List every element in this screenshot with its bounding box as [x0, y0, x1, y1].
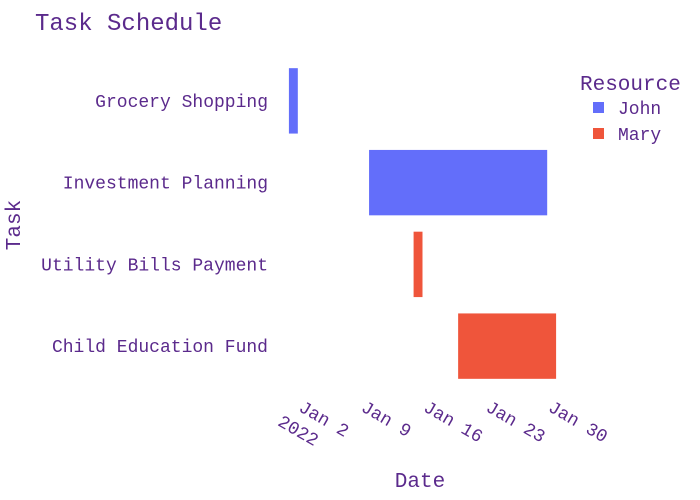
- x-tick-label: Jan 16: [420, 398, 486, 448]
- x-tick: Jan 16: [420, 398, 486, 448]
- gantt-bar: [458, 313, 557, 379]
- y-tick-label: Grocery Shopping: [95, 93, 268, 113]
- legend-label-john: John: [618, 100, 661, 120]
- y-axis-tick-labels: Grocery Shopping Investment Planning Utili…: [41, 93, 268, 358]
- gantt-bar: [288, 68, 298, 134]
- legend: Resource John Mary: [580, 74, 681, 146]
- x-axis-title: Date: [395, 471, 445, 494]
- x-tick: Jan 9: [357, 398, 414, 442]
- x-tick-label: Jan 9: [357, 398, 414, 442]
- y-tick-label: Utility Bills Payment: [41, 256, 268, 276]
- x-tick-label: Jan 23: [482, 398, 548, 448]
- x-tick-label: Jan 30: [544, 398, 610, 448]
- x-tick: Jan 23: [482, 398, 548, 448]
- gantt-bar: [369, 149, 548, 216]
- legend-label-mary: Mary: [618, 126, 661, 146]
- legend-swatch-mary: [593, 128, 604, 139]
- chart-title: Task Schedule: [35, 11, 222, 38]
- gantt-bars: [288, 68, 557, 379]
- y-tick-label: Investment Planning: [63, 175, 268, 195]
- y-tick-label: Child Education Fund: [52, 338, 268, 358]
- legend-swatch-john: [593, 102, 604, 113]
- y-axis-title: Task: [4, 200, 27, 250]
- legend-title: Resource: [580, 74, 681, 97]
- x-tick: Jan 30: [544, 398, 610, 448]
- gantt-bar: [413, 231, 423, 298]
